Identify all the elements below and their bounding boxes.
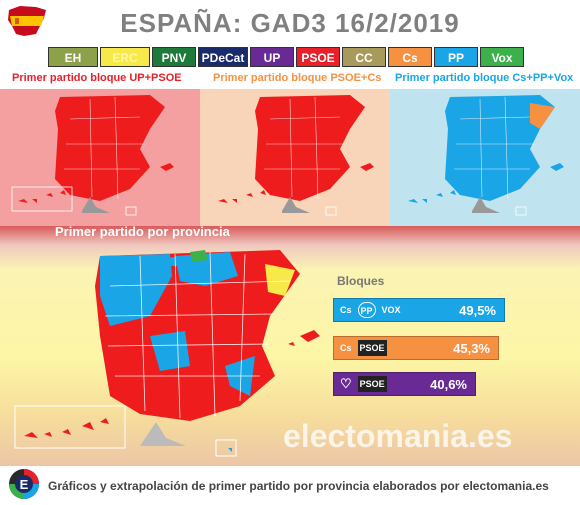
balearic-islands [288, 330, 320, 346]
ceuta-melilla-inset [140, 422, 186, 446]
legend-pnv: PNV [152, 47, 196, 67]
bloque-bar-psoe-cs: Cs PSOE 45,3% [333, 336, 499, 360]
psoe-logo-icon: PSOE [357, 340, 387, 356]
madrid-pp-region [150, 331, 190, 371]
bloque-value-psoe-cs: 45,3% [453, 341, 490, 356]
pp-logo-icon: PP [357, 302, 376, 318]
legend-psoe: PSOE [296, 47, 340, 67]
peninsula-shape [255, 95, 365, 201]
bloques-label: Bloques [337, 274, 385, 288]
catalonia-erc-region [265, 264, 295, 296]
spain-map-psoe-cs [200, 89, 390, 226]
balearic-islands [160, 163, 174, 171]
cs-logo-icon: Cs [340, 343, 352, 353]
map-panel-psoe-cs [200, 89, 390, 226]
map-panel-cs-pp-vox [390, 89, 580, 226]
psoe-logo-icon: PSOE [357, 376, 387, 392]
ceuta-melilla-inset [472, 197, 500, 213]
footer-credit: Gráficos y extrapolación de primer parti… [48, 479, 549, 493]
electomania-logo-icon: E [9, 469, 39, 499]
vox-logo-icon: VOX [381, 305, 401, 315]
canary-islands [18, 190, 66, 203]
catalonia-cs-region [530, 103, 555, 129]
ceuta-melilla-inset [82, 197, 110, 213]
watermark: electomania.es [283, 418, 513, 454]
panel-title-up-psoe: Primer partido bloque UP+PSOE [12, 72, 182, 84]
canary-inset [14, 405, 126, 449]
spain-map-up-psoe [0, 89, 200, 226]
bloque-bar-up-psoe: ♡ PSOE 40,6% [333, 372, 476, 396]
bloque-bar-cs-pp-vox: Cs PP VOX 49,5% [333, 298, 505, 322]
legend-erc: ERC [100, 47, 150, 67]
bloque-value-up-psoe: 40,6% [430, 377, 467, 392]
legend-vox: Vox [480, 47, 524, 67]
peninsula-shape [55, 95, 165, 201]
legend-cs: Cs [388, 47, 432, 67]
province-borders [104, 251, 291, 419]
legend-pdecat: PDeCat [198, 47, 248, 67]
podemos-heart-logo-icon: ♡ [340, 376, 352, 391]
balearic-islands [360, 163, 374, 171]
balearic-islands [550, 163, 564, 171]
svg-text:E: E [20, 477, 29, 492]
panel-title-cs-pp-vox: Primer partido bloque Cs+PP+Vox [395, 72, 574, 84]
cantabria-region [168, 256, 184, 266]
legend-up: UP [250, 47, 294, 67]
legend-cc: CC [342, 47, 386, 67]
cs-logo-icon: Cs [340, 305, 352, 315]
main-map-title: Primer partido por provincia [55, 224, 230, 239]
canary-islands [408, 190, 456, 203]
peninsula-shape [445, 95, 555, 201]
spain-map-cs-pp-vox [390, 89, 580, 226]
canary-islands [24, 418, 109, 438]
north-pp-region [175, 252, 238, 286]
northwest-pp-region [100, 254, 172, 326]
map-panel-up-psoe [0, 89, 200, 226]
panel-title-psoe-cs: Primer partido bloque PSOE+Cs [213, 72, 382, 84]
canary-inset [11, 186, 73, 212]
party-legend: EH Bildu ERC PNV PDeCat UP PSOE CC Cs PP… [48, 47, 524, 85]
spain-flag-map-icon [8, 6, 46, 36]
spain-map-by-province [14, 250, 320, 457]
ceuta-melilla-inset [282, 197, 310, 213]
legend-eh-bildu: EH Bildu [48, 47, 98, 85]
bloque-value-cs-pp-vox: 49,5% [459, 303, 496, 318]
canary-islands [218, 190, 266, 203]
basque-pnv-region [190, 250, 208, 262]
page-title: ESPAÑA: GAD3 16/2/2019 [120, 8, 460, 38]
legend-pp: PP [434, 47, 478, 67]
